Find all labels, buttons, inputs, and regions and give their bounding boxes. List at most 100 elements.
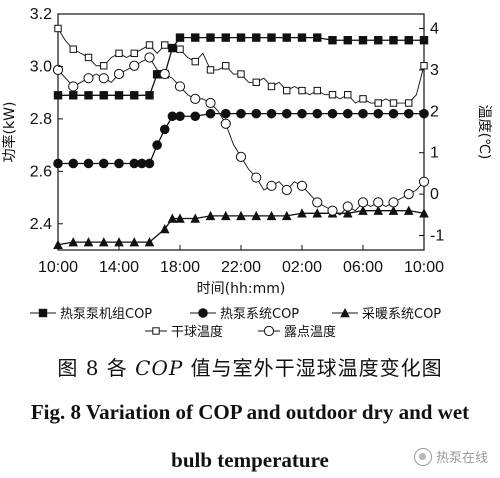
data-point: [137, 158, 147, 169]
series-line: [58, 112, 424, 165]
watermark-text: 热泵在线: [435, 451, 488, 466]
data-point: [220, 210, 231, 221]
chart: 10:00 14:00 18:00 22:00 02:00 06:00 10:00 2.4 2.…: [1, 6, 492, 340]
data-point: [98, 158, 109, 169]
data-point: [328, 36, 337, 45]
data-point: [53, 239, 63, 249]
legend-layer: 热泵泵机组COP 热泵系统COP 采暖系统COP 干球温度 露点温度: [30, 307, 441, 340]
data-point: [129, 158, 140, 169]
data-point: [114, 158, 124, 169]
data-point: [83, 73, 94, 84]
x-tick-label: 14:00: [99, 259, 139, 276]
data-point: [403, 108, 414, 119]
data-point: [342, 108, 353, 119]
data-point: [297, 108, 307, 119]
wechat-logo-icon: [413, 447, 432, 466]
watermark: 热泵在线: [413, 447, 488, 466]
data-point: [190, 213, 201, 223]
data-point: [281, 184, 292, 196]
data-point: [312, 108, 323, 119]
data-point: [84, 53, 93, 62]
data-point: [281, 210, 292, 221]
data-point: [68, 237, 79, 247]
data-point: [405, 99, 413, 107]
series-line: [58, 36, 424, 96]
y-right-tick-label: 3: [430, 62, 439, 79]
data-point: [359, 95, 367, 103]
data-point: [312, 208, 323, 218]
data-point: [53, 158, 63, 169]
ticks-layer: 10:00 14:00 18:00 22:00 02:00 06:00 10:00 2.4 2.…: [30, 6, 445, 276]
data-point: [418, 176, 430, 187]
data-point: [403, 189, 414, 200]
data-point: [327, 205, 338, 216]
data-point: [298, 86, 306, 95]
data-point: [83, 237, 94, 247]
caption-cn-suffix: 值与室外干湿球温度变化图: [183, 356, 443, 380]
data-point: [98, 237, 109, 247]
y-left-tick-label: 2.4: [30, 216, 52, 233]
data-point: [235, 151, 247, 162]
data-point: [221, 33, 230, 42]
data-point: [144, 237, 155, 247]
y-right-tick-label: 1: [430, 145, 439, 162]
data-point: [236, 210, 246, 221]
legend-marker: [263, 325, 275, 337]
data-point: [327, 108, 338, 119]
data-point: [251, 172, 262, 183]
data-point: [344, 91, 352, 99]
data-point: [175, 213, 185, 223]
data-point: [167, 111, 178, 122]
data-point: [99, 91, 108, 100]
data-point: [358, 36, 368, 45]
data-point: [283, 86, 291, 95]
data-point: [312, 197, 323, 208]
data-point: [114, 237, 124, 247]
data-point: [190, 93, 201, 104]
series-2: [53, 108, 429, 169]
data-point: [266, 210, 277, 221]
data-point: [373, 108, 384, 119]
y-left-tick-label: 3.0: [30, 58, 52, 75]
data-point: [419, 108, 429, 119]
data-point: [206, 66, 215, 74]
data-point: [342, 201, 353, 212]
data-point: [328, 91, 337, 99]
data-point: [281, 108, 292, 119]
data-point: [205, 97, 216, 109]
data-point: [175, 111, 185, 122]
data-point: [168, 43, 177, 53]
y-left-tick-label: 2.6: [30, 163, 52, 180]
caption-cn-prefix: 图 8 各: [57, 356, 136, 380]
data-point: [145, 91, 154, 100]
data-point: [152, 70, 162, 79]
legend-marker: [198, 308, 208, 318]
x-axis-title: 时间(hh:mm): [197, 281, 286, 297]
x-tick-label: 10:00: [404, 259, 444, 276]
legend-label: 热泵泵机组COP: [60, 307, 152, 322]
data-point: [236, 108, 246, 119]
y-right-tick-label: 4: [430, 20, 439, 37]
x-tick-label: 18:00: [160, 259, 200, 276]
data-point: [69, 45, 77, 53]
data-point: [251, 108, 262, 119]
data-point: [237, 70, 245, 78]
data-point: [190, 111, 201, 122]
data-point: [205, 108, 216, 119]
data-point: [130, 91, 139, 100]
data-point: [84, 91, 93, 100]
data-point: [296, 180, 308, 191]
x-tick-label: 22:00: [221, 259, 261, 276]
data-point: [388, 108, 399, 119]
series-layer: [52, 24, 430, 249]
data-point: [83, 158, 94, 169]
data-point: [115, 49, 123, 58]
data-point: [342, 208, 353, 218]
data-point: [130, 49, 138, 58]
data-point: [388, 205, 399, 215]
data-point: [159, 224, 170, 234]
legend-label: 热泵系统COP: [220, 307, 299, 322]
legend-label: 露点温度: [284, 324, 336, 340]
data-point: [114, 91, 124, 100]
data-point: [419, 36, 429, 45]
